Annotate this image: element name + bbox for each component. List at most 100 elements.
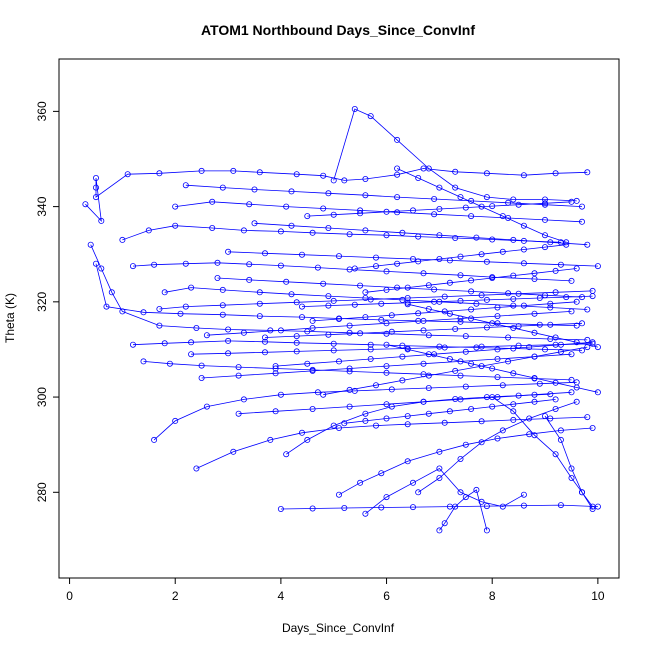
data-point (161, 340, 168, 347)
data-point (515, 392, 522, 399)
data-point (272, 408, 279, 415)
data-point (483, 324, 490, 331)
x-axis-label: Days_Since_ConvInf (282, 621, 395, 635)
data-point (394, 284, 401, 291)
data-point (457, 194, 464, 201)
data-point (568, 474, 575, 481)
data-point (542, 346, 549, 353)
data-point (404, 346, 411, 353)
data-point (283, 278, 290, 285)
data-point (436, 465, 443, 472)
data-point (531, 374, 538, 381)
data-point (325, 190, 332, 197)
data-point (129, 341, 136, 348)
series-1 (82, 165, 591, 224)
data-point (489, 274, 496, 281)
data-point (188, 284, 195, 291)
series-31 (261, 320, 586, 341)
data-point (325, 293, 332, 300)
data-point (552, 289, 559, 296)
data-point (415, 174, 422, 181)
data-point (441, 419, 448, 426)
data-point (330, 177, 337, 184)
data-point (573, 339, 580, 346)
data-point (346, 386, 353, 393)
data-point (225, 350, 232, 357)
data-point (383, 320, 390, 327)
data-point (452, 184, 459, 191)
data-point (177, 310, 184, 317)
data-point (494, 304, 501, 311)
data-point (425, 410, 432, 417)
data-point (589, 293, 596, 300)
series-line (307, 201, 572, 217)
data-point (452, 325, 459, 332)
data-point (468, 315, 475, 322)
data-point (462, 494, 469, 501)
data-point (552, 451, 559, 458)
x-tick-label: 0 (66, 589, 73, 603)
series-36 (351, 241, 570, 272)
data-point (473, 486, 480, 493)
data-point (420, 398, 427, 405)
series-line (275, 341, 593, 367)
data-point (547, 300, 554, 307)
data-point (478, 343, 485, 350)
data-point (520, 491, 527, 498)
data-point (404, 294, 411, 301)
data-point (383, 341, 390, 348)
data-point (573, 384, 580, 391)
data-point (483, 194, 490, 201)
data-point (298, 303, 305, 310)
data-point (494, 346, 501, 353)
x-axis: 0 2 4 6 8 10 (66, 577, 605, 603)
data-point (140, 358, 147, 365)
series-26 (415, 398, 580, 496)
data-point (483, 527, 490, 534)
data-point (251, 220, 258, 227)
data-point (457, 318, 464, 325)
data-point (557, 427, 564, 434)
data-point (526, 344, 533, 351)
data-point (251, 186, 258, 193)
data-point (388, 312, 395, 319)
data-point (362, 510, 369, 517)
data-point (573, 322, 580, 329)
data-point (240, 396, 247, 403)
data-point (563, 241, 570, 248)
data-point (346, 403, 353, 410)
data-point (573, 298, 580, 305)
data-point (399, 296, 406, 303)
data-point (383, 208, 390, 215)
data-point (283, 203, 290, 210)
data-point (468, 306, 475, 313)
data-point (383, 363, 390, 370)
data-point (536, 380, 543, 387)
series-7 (140, 358, 575, 383)
data-point (441, 520, 448, 527)
series-23 (330, 106, 580, 204)
series-37 (362, 265, 580, 296)
data-point (552, 267, 559, 274)
series-line (396, 168, 567, 243)
data-point (589, 505, 596, 512)
data-point (98, 217, 105, 224)
data-point (357, 282, 364, 289)
data-point (489, 394, 496, 401)
series-21 (277, 502, 601, 512)
data-point (378, 470, 385, 477)
data-point (531, 353, 538, 360)
series-line (365, 268, 577, 293)
data-point (457, 358, 464, 365)
data-point (383, 494, 390, 501)
data-point (378, 504, 385, 511)
data-point (341, 420, 348, 427)
data-point (362, 294, 369, 301)
data-point (579, 489, 586, 496)
data-point (198, 374, 205, 381)
data-point (82, 201, 89, 208)
data-point (325, 302, 332, 309)
data-point (494, 435, 501, 442)
data-point (277, 327, 284, 334)
data-point (584, 169, 591, 176)
